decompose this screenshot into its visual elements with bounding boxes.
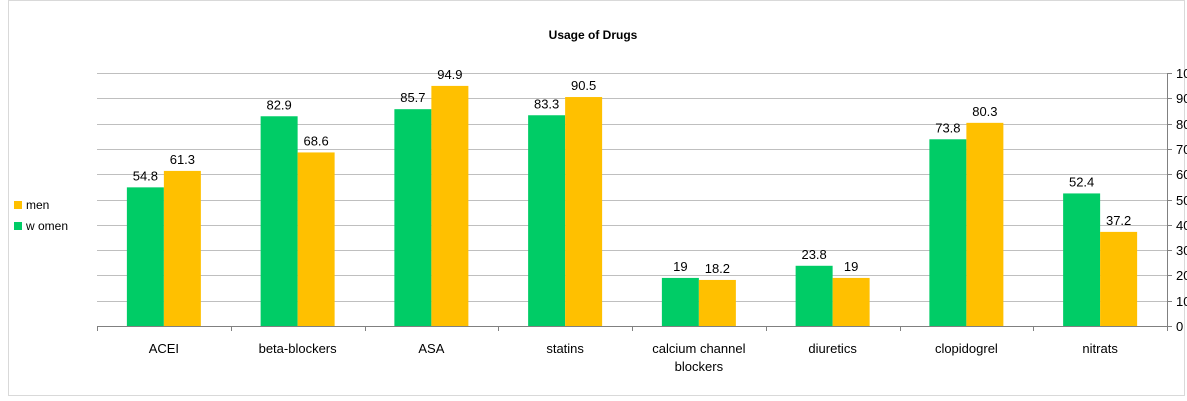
y-tick-label: 70 [1176,142,1187,157]
bar-women [260,116,298,326]
legend-swatch [14,201,22,209]
bars [126,85,1138,326]
y-tick-label: 80 [1176,117,1187,132]
bar-women [528,115,566,326]
legend-label: men [26,198,49,212]
bar-men [431,85,469,326]
data-label: 68.6 [303,133,328,148]
bar-men [1100,231,1138,326]
bar-men [832,277,870,326]
x-category-label: clopidogrel [935,341,998,356]
bar-women [126,187,164,326]
bar-women [795,265,833,326]
y-tick-label: 50 [1176,193,1187,208]
x-category-label: diuretics [808,341,857,356]
y-tick-label: 40 [1176,218,1187,233]
y-tick-label: 60 [1176,167,1187,182]
data-label: 90.5 [571,78,596,93]
x-category-label: beta-blockers [259,341,338,356]
y-tick-label: 100 [1176,66,1187,81]
bar-men [297,152,335,326]
y-tick-label: 20 [1176,268,1187,283]
data-label: 83.3 [534,96,559,111]
data-label: 52.4 [1069,174,1094,189]
x-category-label: ACEI [149,341,179,356]
data-label: 54.8 [133,168,158,183]
bar-men [163,170,201,326]
data-label: 19 [673,259,687,274]
data-label: 85.7 [400,90,425,105]
bar-women [1063,193,1101,326]
chart-title: Usage of Drugs [549,28,638,42]
bar-women [661,277,699,326]
data-label: 18.2 [705,261,730,276]
data-label: 82.9 [266,97,291,112]
data-label: 94.9 [437,67,462,82]
y-tick-label: 90 [1176,91,1187,106]
data-label: 80.3 [972,104,997,119]
data-label: 19 [844,259,858,274]
data-label: 73.8 [935,120,960,135]
data-labels: 54.8 61.3 82.9 68.6 85.7 94.9 83.3 90.5 19 18.2 23… [133,67,1132,276]
data-label: 37.2 [1106,213,1131,228]
axes: 0 10 20 30 40 50 60 70 80 90 100 ACEI beta-blockers A… [97,66,1187,374]
legend-label: w omen [25,219,68,233]
bar-women [929,139,967,326]
legend-swatch [14,222,22,230]
data-label: 23.8 [801,247,826,262]
y-tick-label: 0 [1176,319,1183,334]
legend: men w omen [14,198,68,233]
bar-men [966,122,1004,326]
data-label: 61.3 [170,152,195,167]
x-category-label: blockers [675,359,724,374]
bar-men [698,279,736,326]
x-category-label: statins [546,341,584,356]
bar-women [394,109,432,326]
y-tick-label: 10 [1176,294,1187,309]
x-category-label: nitrats [1082,341,1118,356]
x-category-label: calcium channel [652,341,745,356]
bar-men [565,97,603,326]
x-category-label: ASA [418,341,444,356]
y-tick-label: 30 [1176,243,1187,258]
